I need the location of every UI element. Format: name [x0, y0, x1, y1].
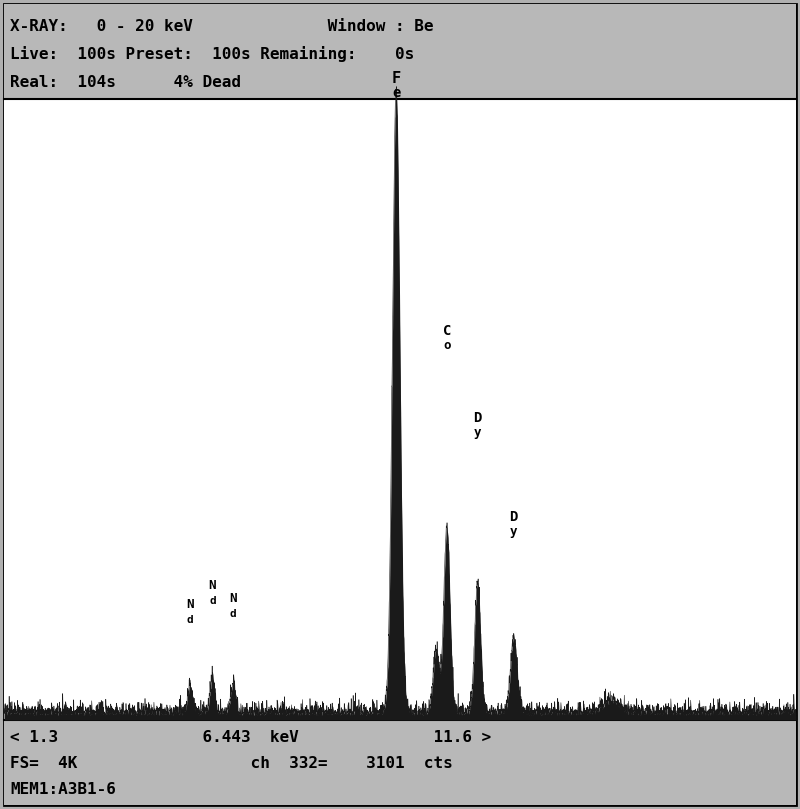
Text: y: y: [510, 525, 518, 538]
Text: y: y: [474, 426, 482, 438]
Text: Real:  104s      4% Dead: Real: 104s 4% Dead: [10, 74, 241, 90]
Text: o: o: [443, 339, 450, 352]
Bar: [4, 4, 796, 99]
Text: N: N: [230, 592, 237, 605]
Text: N: N: [209, 579, 216, 592]
Text: d: d: [186, 615, 194, 625]
Text: D: D: [510, 510, 518, 524]
Bar: [4, 720, 796, 805]
Text: FS=  4K                  ch  332=    3101  cts: FS= 4K ch 332= 3101 cts: [10, 756, 453, 772]
Text: D: D: [474, 411, 482, 425]
Text: F: F: [391, 71, 401, 87]
Text: d: d: [230, 609, 237, 619]
Bar: [4, 99, 796, 720]
Text: N: N: [186, 598, 194, 611]
Text: < 1.3               6.443  keV              11.6 >: < 1.3 6.443 keV 11.6 >: [10, 731, 491, 746]
Text: MEM1:A3B1-6: MEM1:A3B1-6: [10, 782, 116, 798]
Text: X-RAY:   0 - 20 keV              Window : Be: X-RAY: 0 - 20 keV Window : Be: [10, 19, 434, 33]
Text: Live:  100s Preset:  100s Remaining:    0s: Live: 100s Preset: 100s Remaining: 0s: [10, 46, 414, 62]
Text: C: C: [442, 324, 451, 338]
Text: e: e: [392, 87, 400, 100]
Text: d: d: [209, 596, 216, 607]
